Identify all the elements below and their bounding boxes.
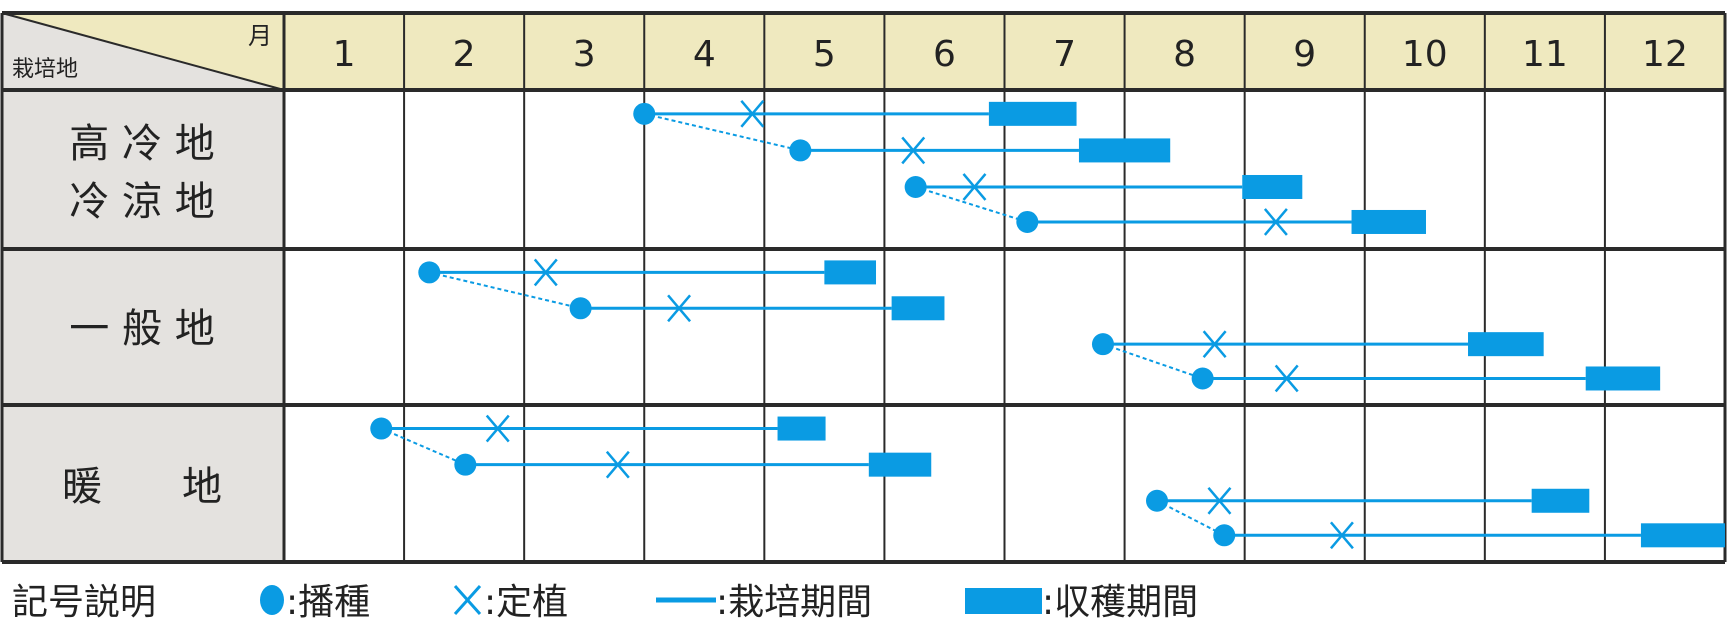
corner-col-label: 月 <box>248 22 272 50</box>
legend-cultivation-label: :栽培期間 <box>716 582 872 620</box>
sowing-connector <box>429 271 581 310</box>
harvest-period-bar <box>777 416 826 441</box>
sowing-mark <box>1091 333 1114 356</box>
legend-transplant-label: :定植 <box>484 582 568 620</box>
sowing-mark <box>1191 367 1214 390</box>
header-corner: 栽培地 月 <box>12 22 272 82</box>
transplant-mark <box>1329 521 1354 550</box>
harvest-period-bar <box>1468 332 1544 357</box>
sowing-connector <box>644 112 801 152</box>
sowing-mark <box>633 102 656 125</box>
month-label: 7 <box>1053 34 1076 75</box>
sowing-mark <box>418 261 441 284</box>
transplant-mark <box>740 100 765 128</box>
region-label-bg <box>2 90 284 562</box>
region-label-line: 暖 地 <box>62 464 222 510</box>
month-label: 4 <box>693 34 716 75</box>
transplant-mark <box>485 414 510 443</box>
harvest-period-bar <box>891 296 945 321</box>
transplant-mark <box>605 450 630 479</box>
harvest-period-bar <box>1585 366 1661 391</box>
month-label: 10 <box>1402 34 1448 75</box>
transplant-mark <box>1274 364 1299 393</box>
corner-row-label: 栽培地 <box>12 57 78 82</box>
harvest-period-bar <box>824 260 877 285</box>
sowing-mark <box>1146 489 1169 512</box>
table-backgrounds <box>2 13 1725 562</box>
sowing-mark <box>454 453 477 476</box>
month-label: 2 <box>453 34 476 75</box>
month-label: 3 <box>573 34 596 75</box>
legend: 記号説明 :播種 :定植 :栽培期間 :収穫期間 <box>12 582 1198 620</box>
transplant-mark <box>1263 208 1288 236</box>
schedule-marks <box>370 100 1725 550</box>
sowing-mark <box>1213 524 1236 547</box>
month-label: 8 <box>1173 34 1196 75</box>
sowing-mark <box>789 139 812 162</box>
legend-transplant-cross <box>453 585 482 615</box>
region-labels: 高 冷 地 冷 涼 地 一 般 地 暖 地 <box>62 121 222 510</box>
region-label-line: 一 般 地 <box>69 306 214 352</box>
month-label: 9 <box>1293 34 1316 75</box>
month-header: 1 2 3 4 5 6 7 8 9 10 11 12 <box>333 34 1688 75</box>
transplant-mark <box>1202 330 1227 358</box>
sowing-mark <box>1016 210 1039 233</box>
month-label: 5 <box>813 34 836 75</box>
legend-sow-label: :播種 <box>286 582 370 620</box>
sowing-connector <box>380 427 466 466</box>
sowing-mark <box>370 417 393 440</box>
transplant-mark <box>533 258 558 287</box>
harvest-period-bar <box>988 101 1077 126</box>
month-label: 12 <box>1642 34 1688 75</box>
harvest-period-bar <box>1078 138 1171 163</box>
month-label: 1 <box>333 34 356 75</box>
region-label-line: 冷 涼 地 <box>69 179 214 225</box>
sowing-connector <box>1102 343 1203 380</box>
corner-diagonal <box>1 12 285 91</box>
sowing-connector <box>915 186 1028 223</box>
harvest-period-bar <box>868 452 932 477</box>
table-grid <box>0 11 1727 564</box>
month-label: 11 <box>1522 34 1568 75</box>
month-label: 6 <box>933 34 956 75</box>
region-label-line: 高 冷 地 <box>69 121 214 167</box>
legend-title: 記号説明 <box>12 582 156 620</box>
transplant-mark <box>962 173 987 201</box>
harvest-period-bar <box>1242 174 1303 199</box>
transplant-mark <box>901 136 926 165</box>
harvest-period-bar <box>1351 209 1426 234</box>
sowing-mark <box>569 297 592 320</box>
harvest-period-bar <box>1531 488 1590 513</box>
legend-harvest-label: :収穫期間 <box>1042 582 1198 620</box>
sowing-connector <box>1156 499 1225 537</box>
harvest-period-bar <box>1640 523 1725 548</box>
sowing-mark <box>904 175 927 198</box>
legend-harvest-bar <box>965 588 1042 614</box>
transplant-mark <box>667 294 692 323</box>
transplant-mark <box>1207 486 1232 515</box>
legend-sow-dot <box>260 585 284 615</box>
